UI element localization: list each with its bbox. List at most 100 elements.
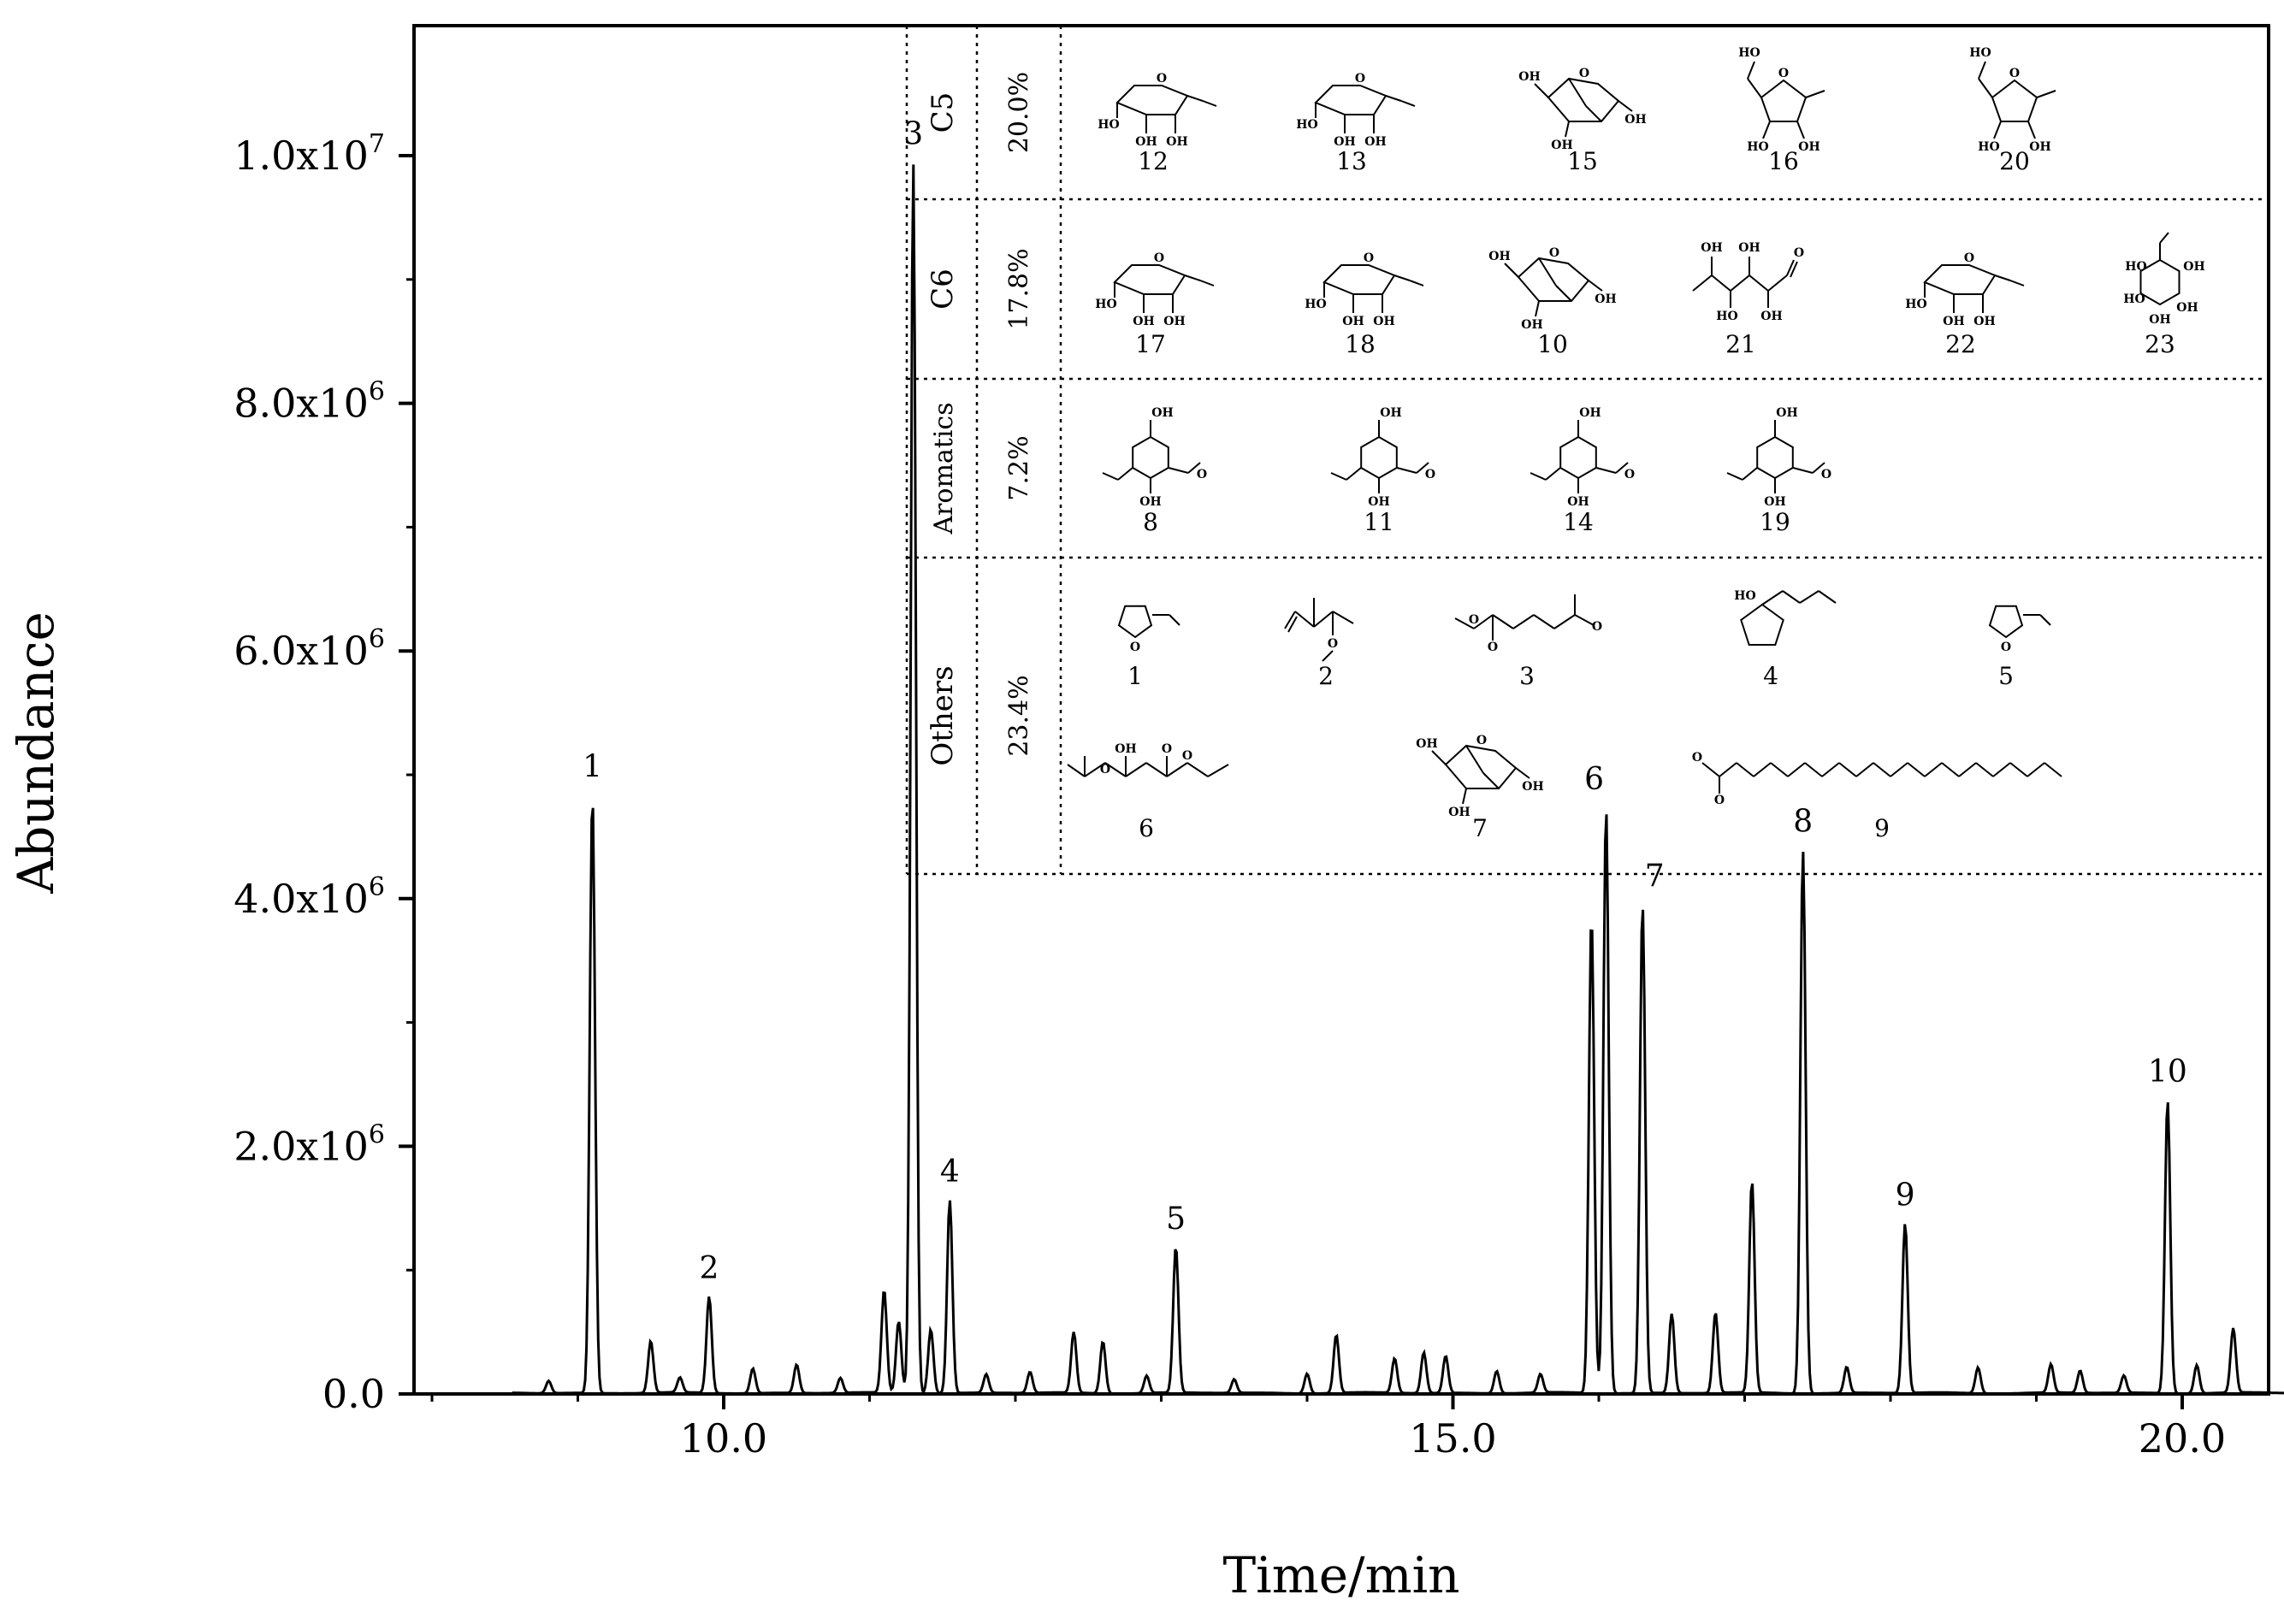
svg-text:O: O [1162,742,1172,756]
svg-text:O: O [1469,613,1479,627]
y-tick-label: 0.0 [322,1371,385,1417]
peak-label: 9 [1896,1178,1915,1214]
inset-category-label: C6 [926,269,960,310]
compound-number: 6 [1139,814,1154,842]
peak-label: 5 [1166,1202,1186,1237]
svg-text:O: O [2009,67,2020,80]
compound-number: 19 [1760,508,1790,536]
compound-structure: O OH OH HO 17 [1095,251,1215,358]
svg-text:OH: OH [1448,806,1470,819]
compound-number: 1 [1127,662,1143,690]
compound-structure: OOH O O6 [1067,742,1229,842]
y-tick-label: 1.0x107 [234,129,385,179]
svg-text:HO: HO [1734,589,1755,603]
svg-text:OH: OH [1416,737,1437,751]
svg-text:OH: OH [2149,313,2170,327]
svg-text:OH: OH [1567,495,1589,509]
svg-text:HO: HO [1747,140,1768,154]
svg-text:OH: OH [1364,135,1386,149]
peak-label: 10 [2148,1054,2187,1090]
compound-number: 5 [1998,662,2014,690]
svg-text:O: O [1154,251,1164,265]
svg-text:HO: HO [1095,298,1116,311]
x-tick-label: 20.0 [2139,1415,2226,1462]
peak-labels: 1234567891011121213141512161718192012102… [583,117,2187,1286]
inset-category-label: Others [926,665,960,765]
svg-text:HO: HO [1905,298,1926,311]
svg-text:OH: OH [1151,406,1173,420]
compound-structure: O2 [1284,598,1354,690]
y-tick-label: 8.0x106 [234,377,385,427]
x-axis: 10.015.020.025.030.035.040.045.0 [430,1394,2226,1462]
y-axis-title: Abundance [7,611,65,895]
svg-text:O: O [1821,468,1831,481]
svg-text:O: O [1714,794,1725,807]
peak-label: 3 [903,117,923,152]
svg-text:OH: OH [1738,241,1760,255]
compound-number: 20 [1999,147,2030,175]
compound-structure: O1 [1117,605,1180,690]
compound-structure: O O O 3 [1454,594,1602,690]
svg-text:OH: OH [1135,135,1157,149]
svg-text:O: O [1592,620,1602,634]
svg-text:OH: OH [1798,140,1820,154]
svg-text:HO: HO [1969,46,1991,60]
y-axis: 0.0 2.0x106 4.0x106 6.0x106 8.0x106 1.0x107 [234,129,414,1417]
plot-area: 1234567891011121213141512161718192012102… [512,26,2284,1396]
y-tick-label: 6.0x106 [234,624,385,674]
compound-number: 10 [1537,330,1568,358]
svg-text:O: O [1328,637,1338,651]
svg-text:O: O [1364,251,1374,265]
svg-text:OH: OH [1373,315,1394,328]
x-tick-label: 15.0 [1409,1415,1496,1462]
svg-text:OH: OH [1973,315,1995,328]
svg-text:O: O [1100,763,1110,777]
svg-text:HO: HO [2123,292,2145,306]
compound-structure: OH OH HO OH O 21 [1692,241,1804,358]
svg-text:OH: OH [1166,135,1187,149]
svg-text:O: O [1130,641,1140,654]
svg-text:OH: OH [1518,70,1540,84]
peak-label: 2 [699,1251,719,1286]
compound-number: 17 [1135,330,1166,358]
svg-text:OH: OH [1764,495,1785,509]
svg-text:OH: OH [1368,495,1389,509]
compound-structure: HO OH HO OH OH 23 [2123,232,2205,358]
svg-text:HO: HO [1296,118,1317,132]
compound-number: 12 [1138,147,1169,175]
peak-label: 7 [1645,859,1665,894]
svg-text:HO: HO [1305,298,1326,311]
compound-structure: O OH OH HO 13 [1296,72,1416,175]
svg-text:OH: OH [2183,260,2204,274]
chromatogram-line [512,164,2284,1396]
compound-structure: O OH OH HO 12 [1098,72,1217,175]
svg-text:O: O [1549,246,1559,260]
svg-text:O: O [1157,72,1167,86]
svg-text:O: O [1476,734,1487,747]
svg-text:OH: OH [2029,140,2050,154]
compound-structure: O5 [1988,605,2051,690]
y-tick-label: 4.0x106 [234,872,385,922]
svg-text:OH: OH [1334,135,1355,149]
inset-percent-label: 20.0% [1004,72,1034,153]
svg-text:OH: OH [1551,139,1572,152]
compound-number: 15 [1567,147,1598,175]
compound-structure: HO 4 [1734,589,1837,690]
compound-number: 7 [1472,814,1488,842]
y-tick-label: 2.0x106 [234,1119,385,1169]
svg-text:OH: OH [1133,315,1154,328]
svg-text:OH: OH [1380,406,1401,420]
svg-text:HO: HO [1716,310,1737,323]
svg-text:OH: OH [1163,315,1185,328]
compound-structure: O OH OH HO 22 [1905,251,2025,358]
compound-structure: O O 9 [1692,751,2062,842]
inset-category-label: Aromatics [929,402,959,534]
compound-number: 9 [1874,814,1890,842]
